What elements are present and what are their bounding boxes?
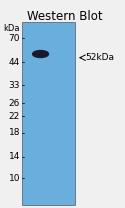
Text: 52kDa: 52kDa: [85, 53, 114, 62]
Text: 18: 18: [8, 128, 20, 137]
Text: 22: 22: [9, 112, 20, 121]
Ellipse shape: [33, 51, 48, 57]
Text: 10: 10: [8, 174, 20, 183]
Text: 26: 26: [9, 99, 20, 108]
Text: kDa: kDa: [4, 24, 20, 33]
Text: 70: 70: [8, 34, 20, 43]
Text: 44: 44: [9, 58, 20, 67]
Bar: [22, 22, 75, 205]
Text: Western Blot: Western Blot: [27, 10, 103, 23]
Text: 33: 33: [8, 81, 20, 90]
Text: 14: 14: [9, 152, 20, 161]
